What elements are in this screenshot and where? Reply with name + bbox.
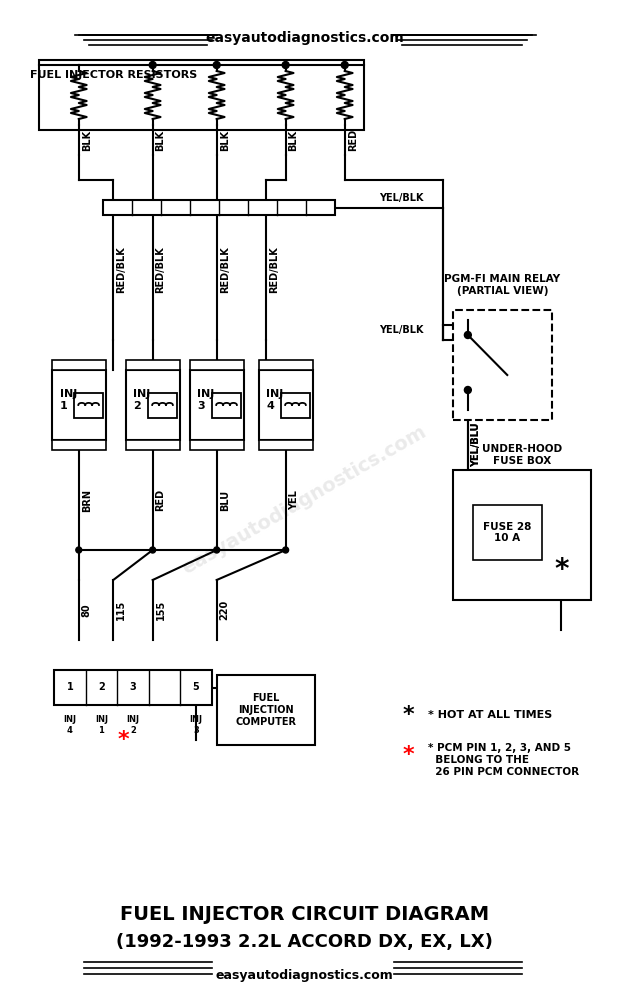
Text: UNDER-HOOD
FUSE BOX: UNDER-HOOD FUSE BOX [482,444,562,466]
Text: BLK: BLK [82,129,91,151]
Text: 220: 220 [219,600,230,620]
Text: RED/BLK: RED/BLK [219,247,230,293]
Bar [52,370,106,440]
Text: *: * [117,730,129,750]
Text: FUSE 28
10 A: FUSE 28 10 A [483,522,531,543]
Circle shape [464,386,472,393]
Text: BLK: BLK [156,129,166,151]
Text: 2: 2 [98,682,105,692]
Text: 115: 115 [116,600,126,620]
Text: INJ
2: INJ 2 [133,389,151,411]
Bar [190,360,243,370]
Text: (1992-1993 2.2L ACCORD DX, EX, LX): (1992-1993 2.2L ACCORD DX, EX, LX) [116,933,493,951]
Bar [148,392,177,418]
Bar [103,200,335,215]
Text: 5: 5 [193,682,200,692]
Bar [258,440,313,450]
Bar [125,370,180,440]
Text: RED: RED [156,489,166,511]
Text: RED: RED [348,129,358,151]
Text: INJ
4: INJ 4 [266,389,284,411]
Text: easyautodiagnostics.com: easyautodiagnostics.com [205,31,404,45]
Circle shape [213,62,220,68]
Text: RED/BLK: RED/BLK [156,247,166,293]
Text: * PCM PIN 1, 2, 3, AND 5
  BELONG TO THE
  26 PIN PCM CONNECTOR: * PCM PIN 1, 2, 3, AND 5 BELONG TO THE 2… [428,743,580,777]
Text: easyautodiagnostics.com: easyautodiagnostics.com [179,422,430,578]
Text: 80: 80 [82,603,91,617]
Bar [40,60,365,130]
Text: *: * [403,745,415,765]
Bar [258,360,313,370]
Text: YEL/BLU: YEL/BLU [471,423,481,467]
Text: INJ
4: INJ 4 [64,715,77,735]
Bar [52,360,106,370]
Bar [473,505,542,560]
Circle shape [282,547,289,553]
Text: YEL/BLU: YEL/BLU [471,423,481,467]
Text: FUEL INJECTOR RESISTORS: FUEL INJECTOR RESISTORS [30,70,197,80]
Circle shape [464,332,472,338]
Bar [125,360,180,370]
Text: YEL/BLK: YEL/BLK [379,325,424,335]
Bar [54,670,212,705]
Text: easyautodiagnostics.com: easyautodiagnostics.com [216,968,393,982]
Circle shape [341,62,348,68]
Text: FUEL
INJECTION
COMPUTER: FUEL INJECTION COMPUTER [235,693,297,727]
Text: BLU: BLU [219,489,230,511]
Bar [190,440,243,450]
Bar [52,440,106,450]
Text: YEL: YEL [289,490,298,510]
Text: 3: 3 [130,682,137,692]
Text: INJ
2: INJ 2 [127,715,140,735]
Text: RED/BLK: RED/BLK [269,247,279,293]
Bar [125,440,180,450]
Bar [453,470,591,600]
Bar [281,392,310,418]
Circle shape [282,62,289,68]
Text: FUEL INJECTOR CIRCUIT DIAGRAM: FUEL INJECTOR CIRCUIT DIAGRAM [120,906,489,924]
Text: 1: 1 [67,682,74,692]
Text: YEL/BLK: YEL/BLK [379,193,424,203]
Bar [258,370,313,440]
Text: BLK: BLK [219,129,230,151]
Text: RED/BLK: RED/BLK [116,247,126,293]
Text: INJ
1: INJ 1 [95,715,108,735]
Text: PGM-FI MAIN RELAY
(PARTIAL VIEW): PGM-FI MAIN RELAY (PARTIAL VIEW) [444,274,561,296]
Text: INJ
1: INJ 1 [59,389,77,411]
Text: INJ
3: INJ 3 [198,389,214,411]
Text: *: * [403,705,415,725]
Bar [453,310,552,420]
Bar [190,370,243,440]
Bar [212,392,241,418]
Circle shape [214,547,219,553]
Text: * HOT AT ALL TIMES: * HOT AT ALL TIMES [428,710,552,720]
Text: BLK: BLK [289,129,298,151]
Bar [217,675,315,745]
Text: *: * [554,556,569,584]
Text: BRN: BRN [82,488,91,512]
Circle shape [149,62,156,68]
Circle shape [150,547,156,553]
Circle shape [76,547,82,553]
Text: INJ
3: INJ 3 [190,715,203,735]
Bar [74,392,103,418]
Text: 155: 155 [156,600,166,620]
